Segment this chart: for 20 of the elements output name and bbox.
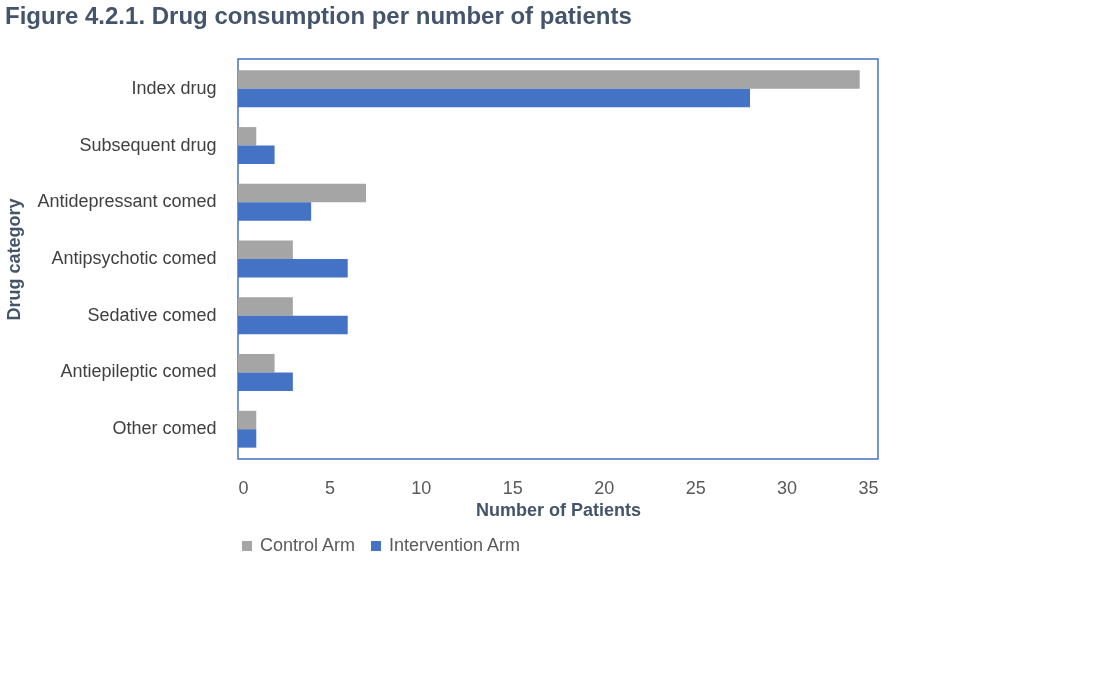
x-tick-label: 35 [858, 477, 879, 498]
y-tick-label: Other comed [112, 418, 217, 439]
y-axis-title: Drug category [3, 198, 24, 321]
x-axis-title: Number of Patients [475, 499, 642, 520]
x-tick-label: 5 [324, 477, 335, 498]
x-tick-label: 10 [411, 477, 432, 498]
x-tick-label: 0 [238, 477, 249, 498]
legend-label: Control Arm [260, 535, 356, 555]
y-tick-label: Index drug [131, 77, 217, 98]
y-tick-label: Subsequent drug [79, 134, 217, 155]
y-tick-label: Sedative comed [87, 304, 217, 325]
x-tick-label: 30 [777, 477, 798, 498]
y-tick-label: Antiepileptic comed [60, 361, 217, 382]
legend-label: Intervention Arm [389, 535, 521, 555]
x-tick-label: 15 [502, 477, 523, 498]
x-tick-label: 20 [594, 477, 615, 498]
y-tick-label: Antidepressant comed [37, 191, 217, 212]
chart-title: Figure 4.2.1. Drug consumption per number of patients [5, 2, 632, 29]
y-tick-label: Antipsychotic comed [51, 248, 217, 268]
x-tick-label: 25 [685, 477, 706, 498]
